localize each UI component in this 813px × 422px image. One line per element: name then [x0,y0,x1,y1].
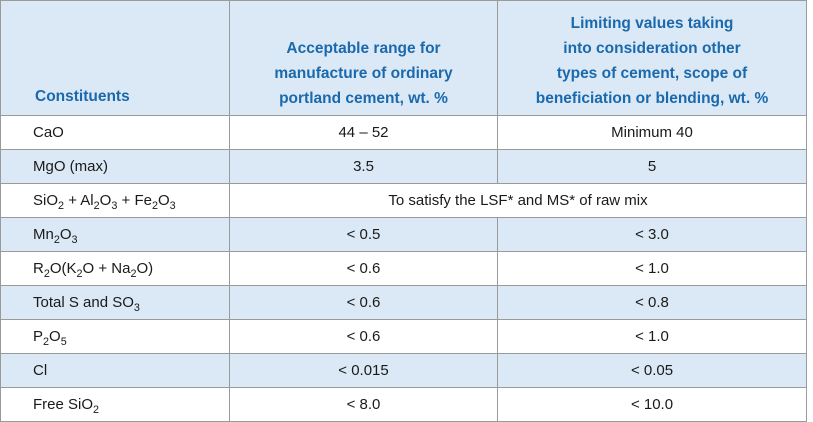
constituent-text: O [157,192,170,209]
acceptable-range-cell: < 0.6 [229,285,498,320]
limiting-value-cell: < 10.0 [497,387,807,422]
constituent-text: + Al [64,192,94,209]
constituent-text: MgO (max) [33,158,108,175]
acceptable-range-cell: < 0.015 [229,353,498,388]
table-row: Cl < 0.015 < 0.05 [0,353,807,388]
acceptable-range-cell: < 0.6 [229,319,498,354]
subscript: 3 [71,233,78,246]
header-acceptable-range: Acceptable range for manufacture of ordin… [229,0,498,116]
acceptable-range-cell: < 0.5 [229,217,498,252]
constituent-cell: Cl [0,353,230,388]
constituent-text: Cl [33,362,48,379]
acceptable-range-cell: < 0.6 [229,251,498,286]
constituent-cell: Free SiO2 [0,387,230,422]
limiting-value-cell: 5 [497,149,807,184]
constituent-text: CaO [33,124,64,141]
constituent-text: + Fe [117,192,152,209]
merged-requirement-cell: To satisfy the LSF* and MS* of raw mix [229,183,807,218]
header-limiting-values: Limiting values taking into consideration… [497,0,807,116]
constituent-text: O [99,192,112,209]
subscript: 2 [43,335,50,348]
table-row: Total S and SO3 < 0.6 < 0.8 [0,285,807,320]
constituent-cell: MgO (max) [0,149,230,184]
subscript: 2 [151,199,158,212]
constituent-text: O) [136,260,154,277]
table-row: R2O(K2O + Na2O) < 0.6 < 1.0 [0,251,807,286]
subscript: 3 [111,199,118,212]
limiting-value-cell: < 3.0 [497,217,807,252]
constituent-cell: Total S and SO3 [0,285,230,320]
subscript: 2 [93,199,100,212]
constituent-cell: P2O5 [0,319,230,354]
constituent-cell: CaO [0,115,230,150]
subscript: 3 [169,199,176,212]
constituent-text: O [49,328,61,345]
limiting-value-cell: Minimum 40 [497,115,807,150]
constituent-cell: Mn2O3 [0,217,230,252]
constituent-text: Total S and SO [33,294,134,311]
limiting-value-cell: < 1.0 [497,251,807,286]
constituent-text: O [59,226,72,243]
table-row: SiO2 + Al2O3 + Fe2O3 To satisfy the LSF* … [0,183,807,218]
acceptable-range-cell: 3.5 [229,149,498,184]
table-header: Constituents Acceptable range for manufac… [0,0,807,116]
subscript: 2 [76,267,83,280]
subscript: 3 [133,301,140,314]
constituent-cell: SiO2 + Al2O3 + Fe2O3 [0,183,230,218]
constituent-text: O + Na [82,260,131,277]
subscript: 2 [43,267,50,280]
constituent-text: SiO [33,192,59,209]
constituent-text: Free SiO [33,396,94,413]
header-constituents: Constituents [0,0,230,116]
subscript: 2 [53,233,60,246]
table-row: Mn2O3 < 0.5 < 3.0 [0,217,807,252]
subscript: 2 [58,199,65,212]
subscript: 5 [60,335,67,348]
table-row: Free SiO2 < 8.0 < 10.0 [0,387,807,422]
acceptable-range-cell: < 8.0 [229,387,498,422]
subscript: 2 [130,267,137,280]
header-row: Constituents Acceptable range for manufac… [0,0,807,116]
table-row: P2O5 < 0.6 < 1.0 [0,319,807,354]
table-body: CaO 44 – 52 Minimum 40 MgO (max) 3.5 5 SiO2 + … [0,115,807,422]
constituent-text: R [33,260,44,277]
subscript: 2 [93,403,100,416]
limiting-value-cell: < 0.8 [497,285,807,320]
limiting-value-cell: < 1.0 [497,319,807,354]
constituent-text: Mn [33,226,54,243]
acceptable-range-cell: 44 – 52 [229,115,498,150]
constituent-text: P [33,328,44,345]
table-row: MgO (max) 3.5 5 [0,149,807,184]
constituent-cell: R2O(K2O + Na2O) [0,251,230,286]
constituent-text: O(K [49,260,77,277]
table-row: CaO 44 – 52 Minimum 40 [0,115,807,150]
limiting-value-cell: < 0.05 [497,353,807,388]
